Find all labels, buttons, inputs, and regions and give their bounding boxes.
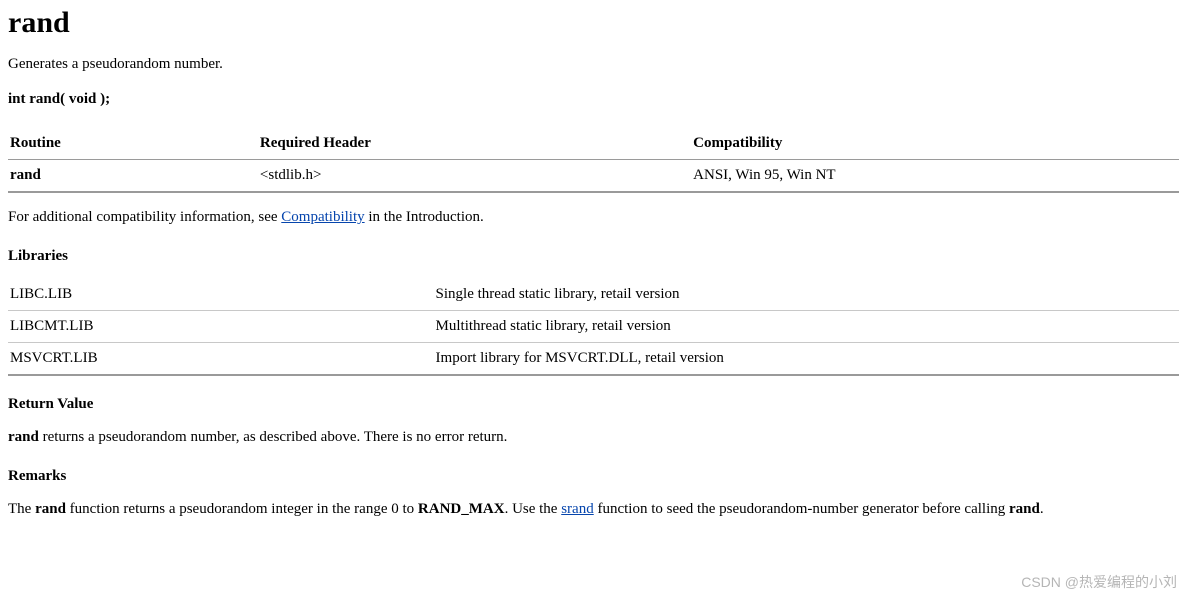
cell-lib-desc: Single thread static library, retail ver… bbox=[430, 279, 1179, 311]
remarks-seg: function to seed the pseudorandom-number… bbox=[594, 501, 1009, 517]
libraries-table: LIBC.LIB Single thread static library, r… bbox=[8, 279, 1179, 376]
cell-lib-desc: Multithread static library, retail versi… bbox=[430, 311, 1179, 343]
cell-routine: rand bbox=[8, 160, 254, 193]
cell-compatibility: ANSI, Win 95, Win NT bbox=[687, 160, 1179, 193]
compat-post: in the Introduction. bbox=[365, 209, 484, 225]
compatibility-link[interactable]: Compatibility bbox=[281, 209, 364, 225]
srand-link[interactable]: srand bbox=[561, 501, 594, 517]
col-compatibility: Compatibility bbox=[687, 128, 1179, 160]
remarks-seg: The bbox=[8, 501, 35, 517]
remarks-seg: . Use the bbox=[505, 501, 562, 517]
col-routine: Routine bbox=[8, 128, 254, 160]
cell-lib-desc: Import library for MSVCRT.DLL, retail ve… bbox=[430, 343, 1179, 376]
compat-note: For additional compatibility information… bbox=[8, 207, 1179, 228]
compat-pre: For additional compatibility information… bbox=[8, 209, 281, 225]
cell-lib-name: MSVCRT.LIB bbox=[8, 343, 430, 376]
remarks-bold-randmax: RAND_MAX bbox=[418, 501, 505, 517]
table-header-row: Routine Required Header Compatibility bbox=[8, 128, 1179, 160]
remarks-seg: function returns a pseudorandom integer … bbox=[66, 501, 418, 517]
remarks-heading: Remarks bbox=[8, 466, 1179, 487]
remarks-bold-rand: rand bbox=[35, 501, 66, 517]
retval-bold: rand bbox=[8, 429, 39, 445]
cell-lib-name: LIBCMT.LIB bbox=[8, 311, 430, 343]
summary-text: Generates a pseudorandom number. bbox=[8, 54, 1179, 75]
remarks-text: The rand function returns a pseudorandom… bbox=[8, 499, 1179, 520]
page-title: rand bbox=[8, 6, 1179, 40]
function-signature: int rand( void ); bbox=[8, 89, 1179, 110]
watermark: CSDN @热爱编程的小刘 bbox=[1021, 572, 1177, 592]
retval-rest: returns a pseudorandom number, as descri… bbox=[39, 429, 508, 445]
cell-lib-name: LIBC.LIB bbox=[8, 279, 430, 311]
table-row: rand <stdlib.h> ANSI, Win 95, Win NT bbox=[8, 160, 1179, 193]
cell-required-header: <stdlib.h> bbox=[254, 160, 687, 193]
libraries-heading: Libraries bbox=[8, 246, 1179, 267]
return-value-text: rand returns a pseudorandom number, as d… bbox=[8, 427, 1179, 448]
remarks-bold-rand-2: rand bbox=[1009, 501, 1040, 517]
table-row: MSVCRT.LIB Import library for MSVCRT.DLL… bbox=[8, 343, 1179, 376]
return-value-heading: Return Value bbox=[8, 394, 1179, 415]
remarks-seg: . bbox=[1040, 501, 1044, 517]
table-row: LIBC.LIB Single thread static library, r… bbox=[8, 279, 1179, 311]
routine-table: Routine Required Header Compatibility ra… bbox=[8, 128, 1179, 193]
col-required-header: Required Header bbox=[254, 128, 687, 160]
table-row: LIBCMT.LIB Multithread static library, r… bbox=[8, 311, 1179, 343]
